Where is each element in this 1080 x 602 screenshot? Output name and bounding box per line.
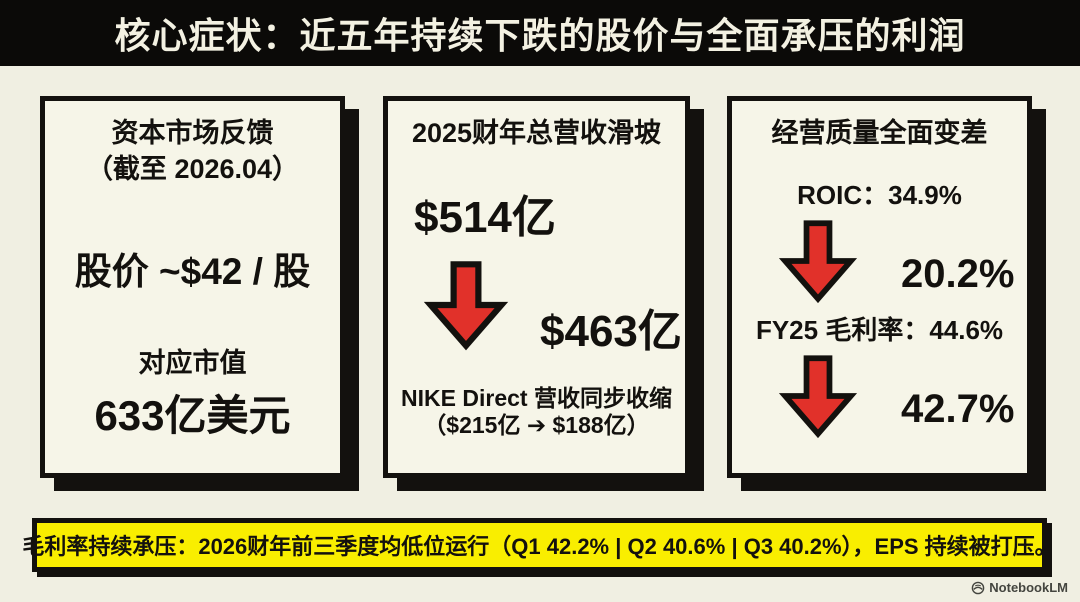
card-heading: 2025财年总营收滑坡 [411,118,662,148]
roic-before-value: ROIC：34.9% [797,179,962,210]
down-arrow-icon [778,220,858,303]
nike-direct-note: NIKE Direct 营收同步收缩 [401,384,672,411]
gross-margin-after-value: 42.7% [901,386,1015,431]
page-title: 核心症状：近五年持续下跌的股价与全面承压的利润 [114,15,966,56]
notebooklm-logo-icon [971,581,985,594]
card-heading: 资本市场反馈 [111,118,274,148]
gross-margin-drop-row: 42.7% [732,351,1027,441]
card-heading: 经营质量全面变差 [771,118,988,148]
down-arrow-icon [423,260,509,351]
market-cap-label: 对应市值 [138,347,247,378]
nike-direct-values: （$215亿 ➔ $188亿） [423,412,650,439]
stock-price-value: 股价 ~$42 / 股 [74,250,311,292]
revenue-before-value: $514亿 [414,192,556,242]
watermark-label: NotebookLM [989,580,1068,595]
gross-margin-before-value: FY25 毛利率：44.6% [755,314,1004,345]
card-revenue: 2025财年总营收滑坡 $514亿 $463亿 NIKE Direct 营收同步… [383,96,690,478]
bottom-banner: 毛利率持续承压：2026财年前三季度均低位运行（Q1 42.2% | Q2 40… [22,518,1057,572]
roic-drop-row: 20.2% [732,216,1027,306]
down-arrow-icon [778,355,858,438]
watermark: NotebookLM [971,580,1068,595]
card-heading-date: （截至 2026.04） [85,153,300,184]
title-band: 核心症状：近五年持续下跌的股价与全面承压的利润 [0,0,1080,66]
card-quality: 经营质量全面变差 ROIC：34.9% 20.2% FY25 毛利率：44.6%… [727,96,1032,478]
bottom-banner-text: 毛利率持续承压：2026财年前三季度均低位运行（Q1 42.2% | Q2 40… [22,534,1057,559]
revenue-after-value: $463亿 [540,306,682,356]
market-cap-value: 633亿美元 [94,391,291,439]
revenue-drop-row: $463亿 [388,259,685,359]
card-capital-market: 资本市场反馈 （截至 2026.04） 股价 ~$42 / 股 对应市值 633… [40,96,345,478]
roic-after-value: 20.2% [901,251,1015,296]
